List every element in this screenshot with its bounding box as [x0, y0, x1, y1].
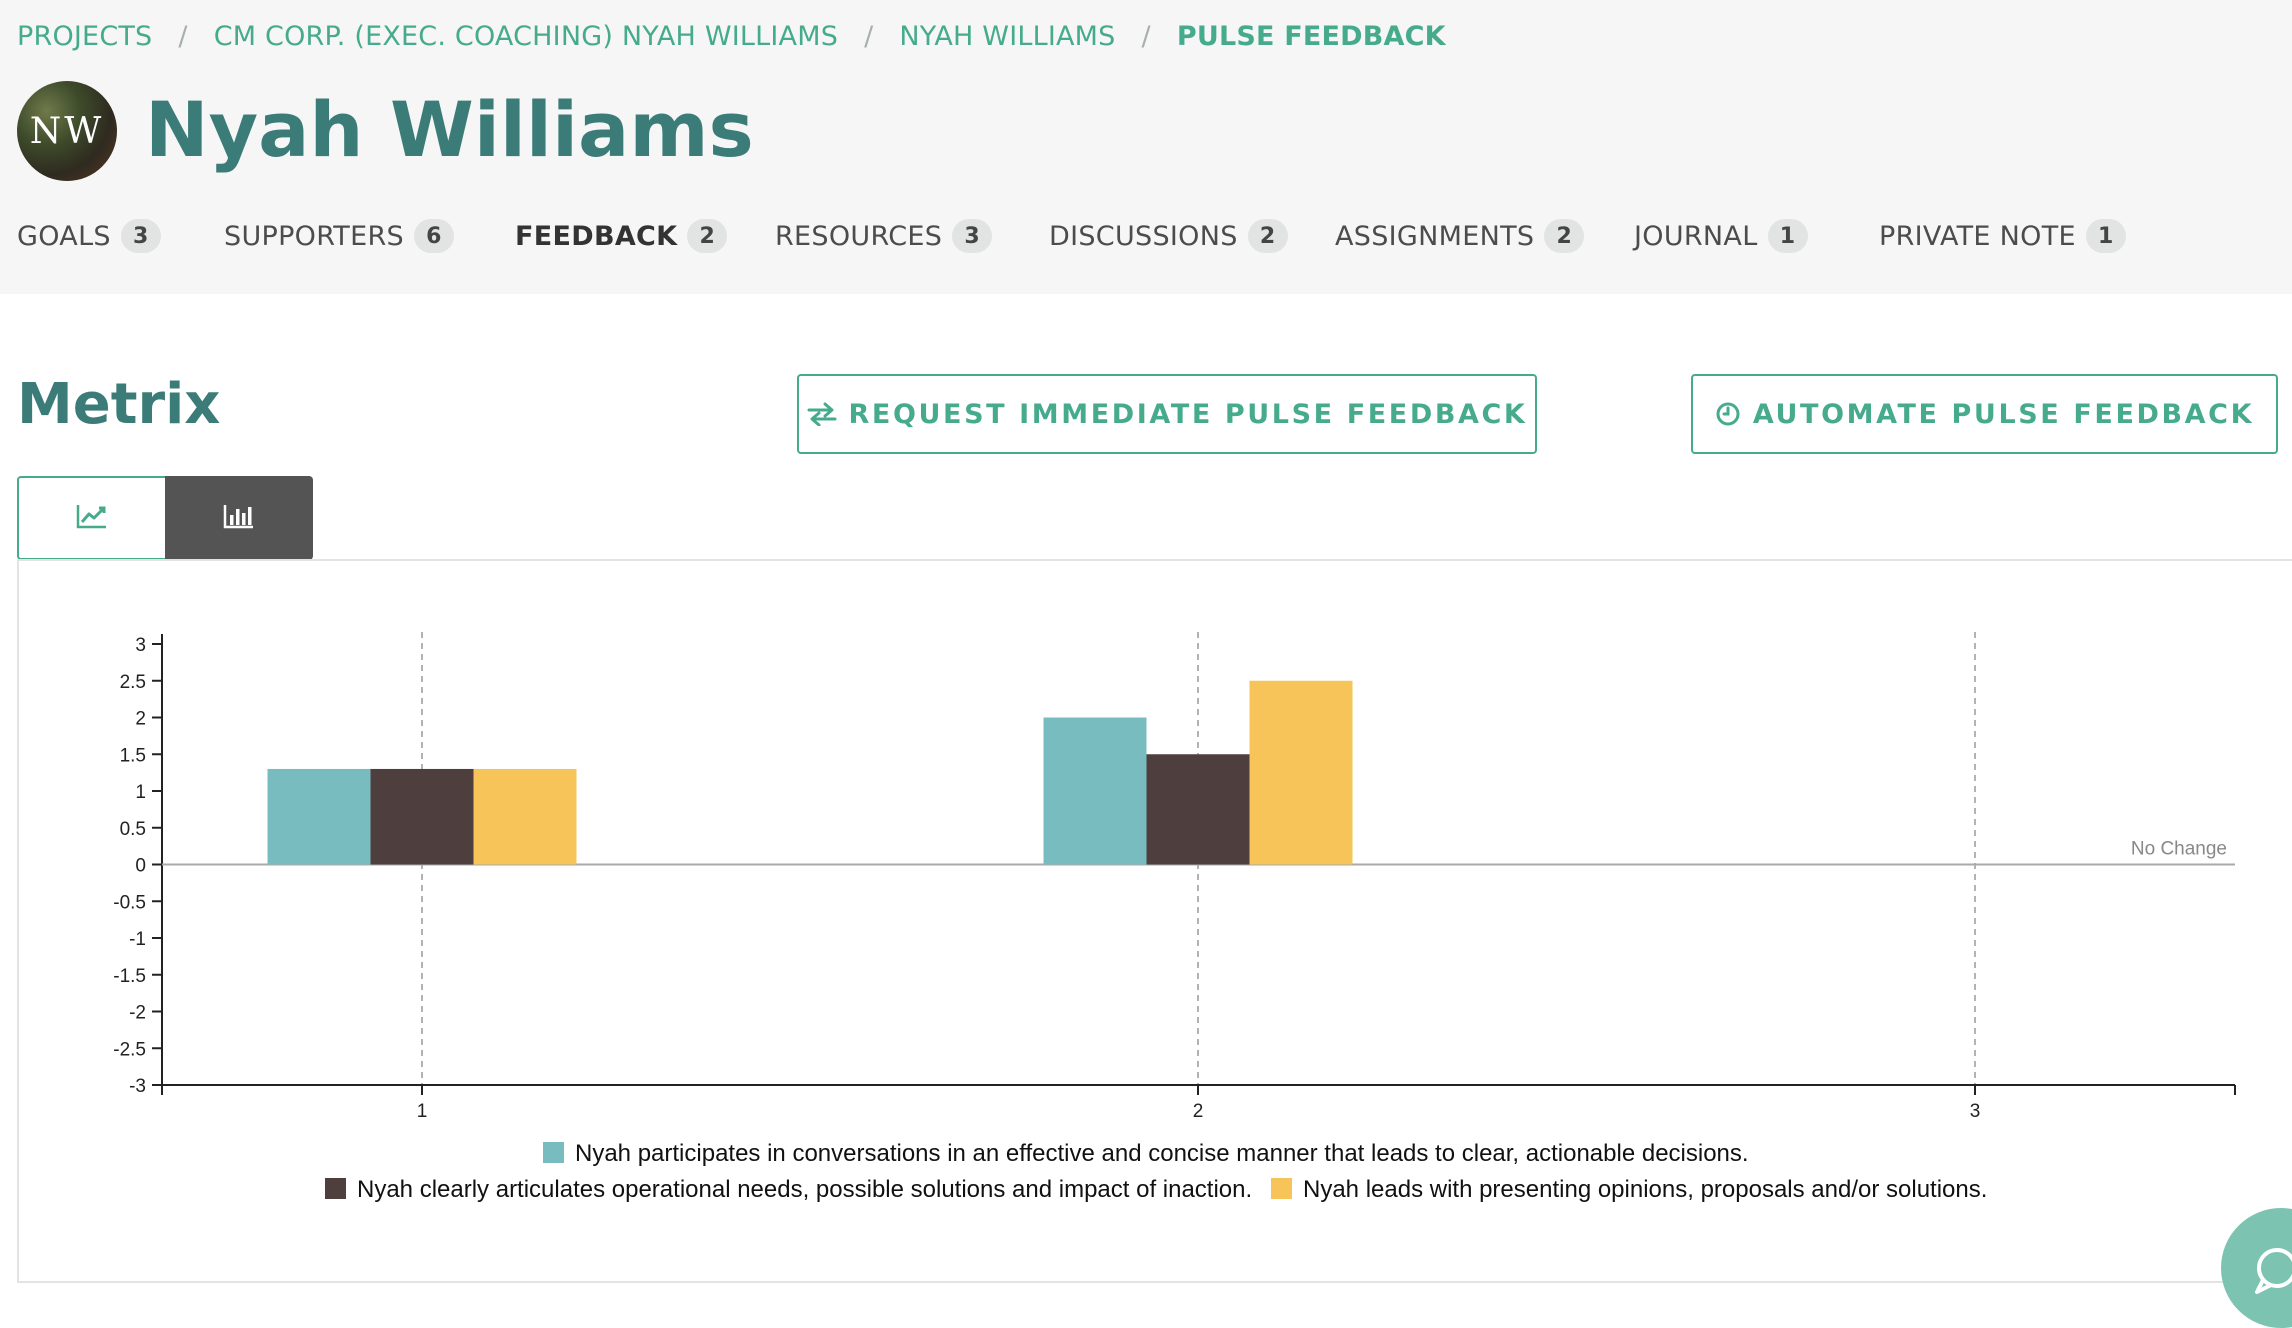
tab-feedback[interactable]: FEEDBACK 2 [515, 211, 728, 261]
automate-pulse-feedback-button[interactable]: AUTOMATE PULSE FEEDBACK [1691, 374, 2278, 454]
legend-item: Nyah clearly articulates operational nee… [325, 1176, 1252, 1203]
breadcrumb-projects[interactable]: PROJECTS [17, 20, 153, 52]
legend-item: Nyah leads with presenting opinions, pro… [1271, 1176, 1987, 1203]
x-tick-label: 3 [1970, 1101, 1981, 1122]
count-badge: 3 [952, 219, 993, 253]
breadcrumb: PROJECTS / CM CORP. (EXEC. COACHING) NYA… [17, 18, 1446, 54]
y-tick-label: -3 [129, 1076, 146, 1097]
bar-chart-icon [222, 502, 256, 534]
legend-item: Nyah participates in conversations in an… [543, 1140, 1749, 1167]
line-chart-icon [75, 502, 109, 534]
y-tick-label: 3 [135, 635, 146, 656]
breadcrumb-separator: / [864, 20, 874, 52]
legend-label: Nyah leads with presenting opinions, pro… [1303, 1176, 1987, 1203]
chat-bubble-icon [2255, 1248, 2292, 1294]
button-label: AUTOMATE PULSE FEEDBACK [1752, 398, 2255, 430]
y-tick-label: -2 [129, 1003, 146, 1024]
bar [1043, 717, 1147, 865]
tab-label: FEEDBACK [515, 220, 678, 252]
breadcrumb-person[interactable]: NYAH WILLIAMS [899, 20, 1116, 52]
breadcrumb-project[interactable]: CM CORP. (EXEC. COACHING) NYAH WILLIAMS [213, 20, 839, 52]
tab-label: SUPPORTERS [224, 220, 404, 252]
breadcrumb-separator: / [1141, 20, 1151, 52]
request-pulse-feedback-button[interactable]: REQUEST IMMEDIATE PULSE FEEDBACK [797, 374, 1537, 454]
line-chart-view-button[interactable] [17, 476, 165, 560]
bar [370, 768, 474, 865]
feedback-bar-chart: 3 2.5 2 1.5 1 0.5 0 -0.5 -1 -1.5 -2 -2.5 -3 No Change… [113, 632, 2236, 1203]
count-badge: 1 [1767, 219, 1808, 253]
legend-label: Nyah participates in conversations in an… [575, 1140, 1749, 1167]
chart-panel: 3 2.5 2 1.5 1 0.5 0 -0.5 -1 -1.5 -2 -2.5 -3 No Change… [17, 559, 2292, 1283]
section-title: Metrix [17, 372, 221, 437]
legend-swatch [325, 1178, 346, 1199]
avatar: NW [17, 81, 117, 181]
chart-view-toggle [17, 476, 313, 560]
tab-resources[interactable]: RESOURCES 3 [775, 211, 993, 261]
count-badge: 3 [120, 219, 161, 253]
bar [473, 768, 577, 865]
page-header: PROJECTS / CM CORP. (EXEC. COACHING) NYA… [0, 0, 2292, 294]
tab-goals[interactable]: GOALS 3 [17, 211, 161, 261]
y-tick-label: 2 [135, 709, 146, 730]
tab-label: GOALS [17, 220, 111, 252]
swap-arrows-icon [807, 402, 837, 426]
y-tick-label: 0.5 [120, 819, 146, 840]
breadcrumb-separator: / [178, 20, 188, 52]
tab-journal[interactable]: JOURNAL 1 [1634, 211, 1808, 261]
legend-swatch [1271, 1178, 1292, 1199]
y-tick-label: 0 [135, 856, 146, 877]
tab-label: PRIVATE NOTE [1879, 220, 2076, 252]
x-tick-label: 2 [1193, 1101, 1204, 1122]
page-title: Nyah Williams [145, 85, 754, 174]
tab-label: JOURNAL [1634, 220, 1758, 252]
tab-assignments[interactable]: ASSIGNMENTS 2 [1335, 211, 1585, 261]
tab-bar: GOALS 3 SUPPORTERS 6 FEEDBACK 2 RESOURCE… [17, 211, 2257, 261]
clock-icon [1715, 401, 1741, 427]
x-tick-label: 1 [417, 1101, 428, 1122]
y-tick-label: -1.5 [113, 966, 146, 987]
y-tick-label: -0.5 [113, 892, 146, 913]
avatar-initials: NW [29, 110, 105, 152]
tab-private-note[interactable]: PRIVATE NOTE 1 [1879, 211, 2126, 261]
button-label: REQUEST IMMEDIATE PULSE FEEDBACK [848, 398, 1528, 430]
legend-swatch [543, 1142, 564, 1163]
bar [1146, 754, 1250, 865]
y-tick-label: 1.5 [120, 745, 146, 766]
legend-label: Nyah clearly articulates operational nee… [357, 1176, 1252, 1203]
tab-label: ASSIGNMENTS [1335, 220, 1535, 252]
tab-label: DISCUSSIONS [1049, 220, 1238, 252]
count-badge: 2 [1544, 219, 1585, 253]
count-badge: 1 [2085, 219, 2126, 253]
y-tick-label: -2.5 [113, 1039, 146, 1060]
baseline-label: No Change [2131, 839, 2227, 860]
y-tick-label: 1 [135, 782, 146, 803]
bar [267, 768, 371, 865]
tab-label: RESOURCES [775, 220, 943, 252]
y-tick-label: -1 [129, 929, 146, 950]
count-badge: 6 [413, 219, 454, 253]
breadcrumb-current: PULSE FEEDBACK [1176, 20, 1446, 52]
bar [1249, 680, 1353, 865]
count-badge: 2 [687, 219, 728, 253]
tab-discussions[interactable]: DISCUSSIONS 2 [1049, 211, 1288, 261]
count-badge: 2 [1247, 219, 1288, 253]
y-tick-label: 2.5 [120, 672, 146, 693]
bar-chart-view-button[interactable] [165, 476, 313, 560]
tab-supporters[interactable]: SUPPORTERS 6 [224, 211, 454, 261]
